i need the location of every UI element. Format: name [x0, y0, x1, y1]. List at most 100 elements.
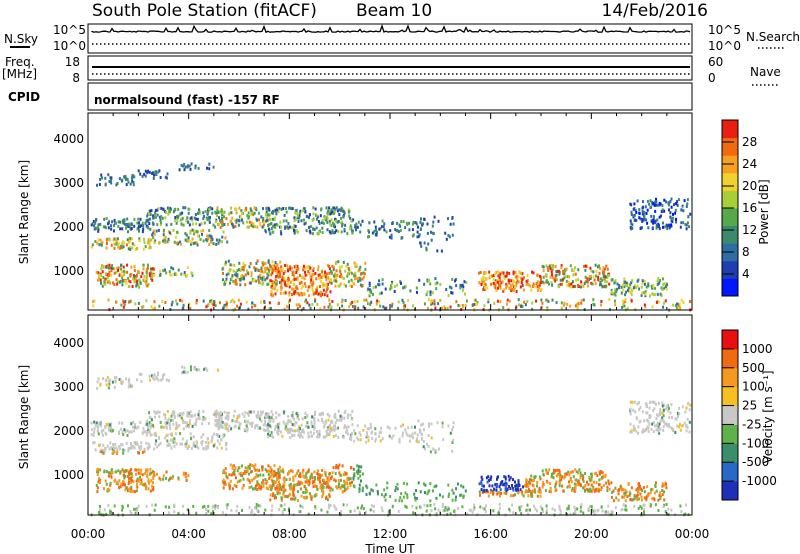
- data-cell: [587, 483, 590, 487]
- data-cell: [289, 206, 292, 210]
- data-cell: [293, 219, 296, 223]
- data-cell: [94, 221, 97, 225]
- data-cell: [374, 285, 377, 289]
- data-cell: [563, 272, 566, 276]
- data-cell: [142, 305, 145, 308]
- data-cell: [108, 279, 111, 283]
- data-cell: [353, 439, 356, 443]
- data-cell: [399, 424, 402, 428]
- data-cell: [148, 272, 151, 276]
- data-cell: [297, 303, 300, 307]
- data-cell: [189, 432, 192, 436]
- data-cell: [561, 282, 563, 286]
- data-cell: [237, 426, 240, 430]
- data-cell: [419, 429, 422, 433]
- data-cell: [290, 484, 293, 488]
- data-cell: [196, 217, 199, 221]
- data-cell: [685, 223, 688, 227]
- data-cell: [422, 445, 425, 449]
- data-cell: [279, 485, 282, 489]
- data-cell: [155, 229, 158, 233]
- data-cell: [289, 492, 291, 496]
- data-cell: [368, 491, 371, 495]
- data-cell: [309, 266, 312, 270]
- data-cell: [132, 420, 135, 424]
- data-cell: [103, 277, 106, 281]
- data-cell: [614, 506, 617, 510]
- data-cell: [321, 485, 324, 488]
- data-cell: [124, 175, 127, 178]
- data-cell: [516, 279, 519, 283]
- data-cell: [126, 429, 129, 433]
- data-cell: [360, 465, 363, 469]
- data-cell: [347, 272, 349, 276]
- data-cell: [642, 486, 645, 490]
- data-cell: [334, 412, 337, 416]
- data-cell: [134, 423, 137, 427]
- data-cell: [637, 506, 640, 510]
- data-cell: [550, 490, 553, 494]
- data-cell: [302, 491, 305, 494]
- data-cell: [198, 368, 201, 372]
- data-cell: [354, 271, 357, 275]
- data-cell: [323, 423, 326, 427]
- data-cell: [222, 278, 224, 282]
- data-cell: [109, 441, 112, 445]
- data-cell: [278, 474, 280, 477]
- data-cell: [314, 484, 316, 488]
- data-cell: [137, 285, 140, 289]
- data-cell: [202, 433, 205, 437]
- data-cell: [90, 245, 93, 249]
- data-cell: [319, 214, 322, 218]
- data-cell: [262, 270, 265, 274]
- data-cell: [98, 183, 101, 186]
- data-cell: [147, 218, 150, 222]
- data-cell: [254, 484, 257, 488]
- data-cell: [153, 447, 156, 451]
- data-cell: [132, 181, 135, 184]
- data-cell: [291, 273, 294, 276]
- data-cell: [523, 300, 526, 304]
- data-cell: [531, 270, 533, 274]
- data-cell: [122, 483, 125, 486]
- data-cell: [574, 304, 577, 308]
- data-cell: [432, 232, 435, 236]
- data-cell: [187, 411, 190, 415]
- data-cell: [346, 232, 349, 236]
- data-cell: [231, 419, 234, 423]
- data-cell: [549, 267, 552, 271]
- data-cell: [677, 198, 680, 202]
- data-cell: [339, 282, 342, 286]
- data-cell: [279, 291, 282, 295]
- data-cell: [381, 278, 384, 282]
- data-cell: [190, 437, 192, 441]
- data-cell: [183, 163, 186, 166]
- data-cell: [282, 207, 285, 210]
- data-cell: [214, 410, 217, 414]
- data-cell: [156, 445, 158, 449]
- data-cell: [351, 480, 353, 484]
- data-cell: [104, 479, 107, 483]
- data-cell: [279, 220, 282, 224]
- data-cell: [155, 439, 158, 443]
- data-cell: [342, 260, 345, 264]
- data-cell: [555, 269, 558, 273]
- data-cell: [217, 427, 220, 431]
- data-cell: [182, 427, 185, 431]
- data-cell: [187, 211, 190, 215]
- data-cell: [249, 481, 251, 484]
- data-cell: [573, 489, 576, 493]
- data-cell: [108, 471, 111, 475]
- data-cell: [551, 507, 554, 511]
- data-cell: [228, 487, 231, 491]
- data-cell: [301, 430, 303, 434]
- data-cell: [284, 264, 287, 267]
- data-cell: [270, 433, 273, 437]
- data-cell: [657, 427, 660, 431]
- data-cell: [214, 419, 217, 422]
- data-cell: [215, 409, 218, 413]
- data-cell: [524, 484, 526, 487]
- data-cell: [528, 480, 530, 484]
- date-label: 14/Feb/2016: [602, 1, 708, 21]
